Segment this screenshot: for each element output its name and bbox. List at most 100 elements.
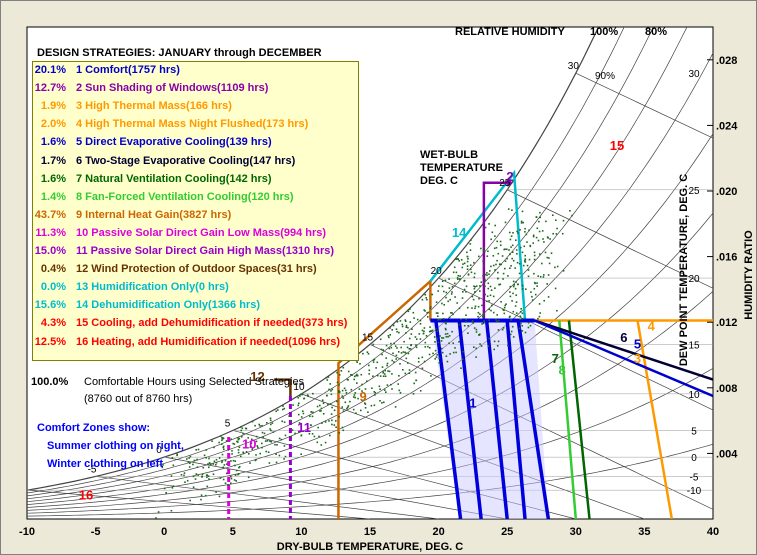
weather-point — [373, 358, 376, 361]
weather-point — [325, 376, 328, 379]
weather-point — [486, 272, 488, 274]
weather-point — [176, 453, 178, 456]
weather-point — [234, 464, 236, 467]
weather-point — [360, 409, 362, 412]
weather-point — [299, 393, 302, 396]
weather-point — [517, 232, 519, 234]
weather-point — [504, 260, 507, 262]
weather-point — [210, 463, 212, 465]
weather-point — [507, 344, 509, 347]
weather-point — [524, 254, 526, 257]
weather-point — [414, 336, 417, 338]
weather-point — [528, 258, 531, 261]
weather-point — [524, 261, 527, 263]
x-tick-label: 10 — [295, 526, 307, 538]
weather-point — [283, 458, 285, 460]
legend-row: 11.3% 10 Passive Solar Direct Gain Low Ma… — [32, 227, 357, 243]
weather-point — [245, 451, 248, 453]
wet-bulb-line — [27, 489, 371, 519]
weather-point — [215, 458, 218, 461]
weather-point — [515, 301, 518, 303]
weather-point — [392, 324, 395, 327]
weather-point — [522, 264, 525, 267]
strategy-zones — [227, 169, 713, 519]
x-tick-label: 20 — [432, 526, 444, 538]
weather-point — [183, 472, 186, 474]
rh-curve-80 — [27, 27, 654, 497]
weather-point — [469, 264, 472, 266]
legend-label: 1 Comfort(1757 hrs) — [76, 64, 180, 76]
weather-point — [337, 391, 340, 393]
weather-point — [268, 440, 271, 442]
weather-point — [194, 478, 197, 480]
weather-point — [352, 396, 355, 398]
wet-bulb-tick: 5 — [225, 418, 231, 429]
weather-point — [504, 221, 507, 224]
weather-point — [487, 250, 489, 253]
weather-point — [532, 235, 535, 238]
weather-point — [399, 363, 401, 365]
comfort-boundary — [516, 320, 551, 519]
weather-point — [480, 345, 483, 347]
weather-point — [483, 251, 486, 253]
weather-point — [412, 393, 415, 395]
weather-point — [320, 444, 323, 446]
weather-point — [284, 434, 287, 437]
weather-point — [437, 341, 440, 344]
weather-point — [266, 422, 268, 424]
weather-point — [488, 319, 490, 321]
comfort-boundary — [505, 320, 527, 519]
weather-point — [423, 360, 426, 363]
weather-point — [362, 352, 364, 355]
weather-point — [442, 312, 444, 315]
weather-point — [516, 283, 519, 286]
weather-point — [390, 346, 393, 349]
weather-point — [423, 327, 426, 329]
weather-point — [512, 280, 515, 283]
weather-point — [522, 221, 525, 224]
weather-point — [473, 276, 476, 279]
weather-point — [215, 463, 217, 466]
weather-point — [343, 387, 346, 390]
weather-point — [327, 403, 329, 406]
weather-point — [561, 232, 564, 235]
weather-point — [356, 374, 359, 377]
legend-label: 16 Heating, add Humidification if needed… — [76, 335, 341, 348]
weather-point — [388, 336, 390, 339]
weather-point — [488, 273, 490, 275]
weather-point — [221, 439, 223, 442]
weather-point — [163, 487, 166, 490]
weather-point — [234, 474, 237, 476]
weather-point — [524, 227, 526, 230]
weather-point — [416, 338, 418, 340]
weather-point — [275, 410, 277, 413]
weather-point — [478, 255, 480, 258]
weather-point — [184, 481, 186, 483]
legend-pct: 15.0% — [34, 245, 66, 257]
weather-point — [424, 346, 427, 348]
weather-point — [227, 449, 230, 451]
weather-point — [431, 329, 434, 332]
legend-pct: 20.1% — [34, 64, 66, 76]
weather-point — [528, 229, 530, 232]
weather-point — [425, 297, 427, 299]
weather-point — [372, 359, 375, 361]
weather-point — [300, 453, 302, 455]
weather-point — [463, 288, 466, 291]
weather-point — [165, 492, 167, 494]
weather-point — [429, 330, 432, 332]
weather-point — [515, 239, 517, 241]
zone-internal-heat-gain — [337, 278, 432, 519]
weather-point — [434, 327, 437, 330]
weather-point — [484, 285, 486, 288]
weather-point — [512, 336, 515, 338]
weather-point — [495, 319, 497, 321]
weather-point — [432, 352, 434, 355]
weather-point — [532, 234, 535, 237]
weather-point — [475, 356, 477, 358]
zone-number-15: 15 — [610, 138, 624, 153]
weather-point — [219, 435, 222, 437]
weather-point — [483, 247, 485, 249]
wet-bulb-line — [438, 277, 713, 411]
weather-point — [463, 262, 466, 265]
